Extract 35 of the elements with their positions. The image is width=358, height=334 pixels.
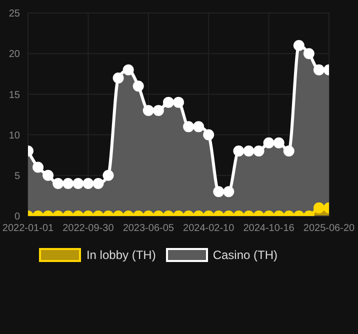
point — [233, 146, 244, 157]
y-tick-label: 20 — [8, 49, 20, 60]
point — [142, 104, 154, 116]
legend-label: Casino (TH) — [212, 248, 278, 262]
point — [273, 137, 284, 148]
point — [42, 170, 54, 181]
y-tick-label: 0 — [14, 212, 20, 223]
y-tick-label: 5 — [14, 170, 20, 182]
point — [203, 129, 214, 140]
x-tick-label: 2022-09-30 — [62, 223, 114, 234]
point — [313, 64, 324, 76]
y-tick-label: 10 — [8, 130, 20, 142]
legend-label: In lobby (TH) — [86, 248, 156, 262]
point — [102, 170, 114, 181]
point — [132, 80, 144, 92]
x-tick-label: 2024-10-16 — [243, 223, 295, 234]
point — [193, 121, 204, 132]
point — [122, 64, 134, 76]
point — [183, 121, 194, 132]
point — [283, 146, 294, 157]
point — [303, 48, 314, 60]
point — [152, 104, 164, 116]
point — [263, 137, 274, 148]
x-tick-label: 2022-01-01 — [2, 223, 54, 234]
x-tick-label: 2023-06-05 — [122, 223, 174, 234]
point — [162, 96, 174, 108]
point — [243, 146, 254, 157]
x-tick-label: 2025-06-20 — [303, 223, 356, 234]
point — [32, 162, 44, 173]
point — [112, 72, 124, 84]
y-tick-label: 25 — [8, 8, 20, 20]
x-tick-label: 2024-02-10 — [183, 223, 235, 234]
point — [253, 146, 264, 157]
point — [173, 96, 184, 108]
y-tick-label: 15 — [8, 90, 20, 101]
